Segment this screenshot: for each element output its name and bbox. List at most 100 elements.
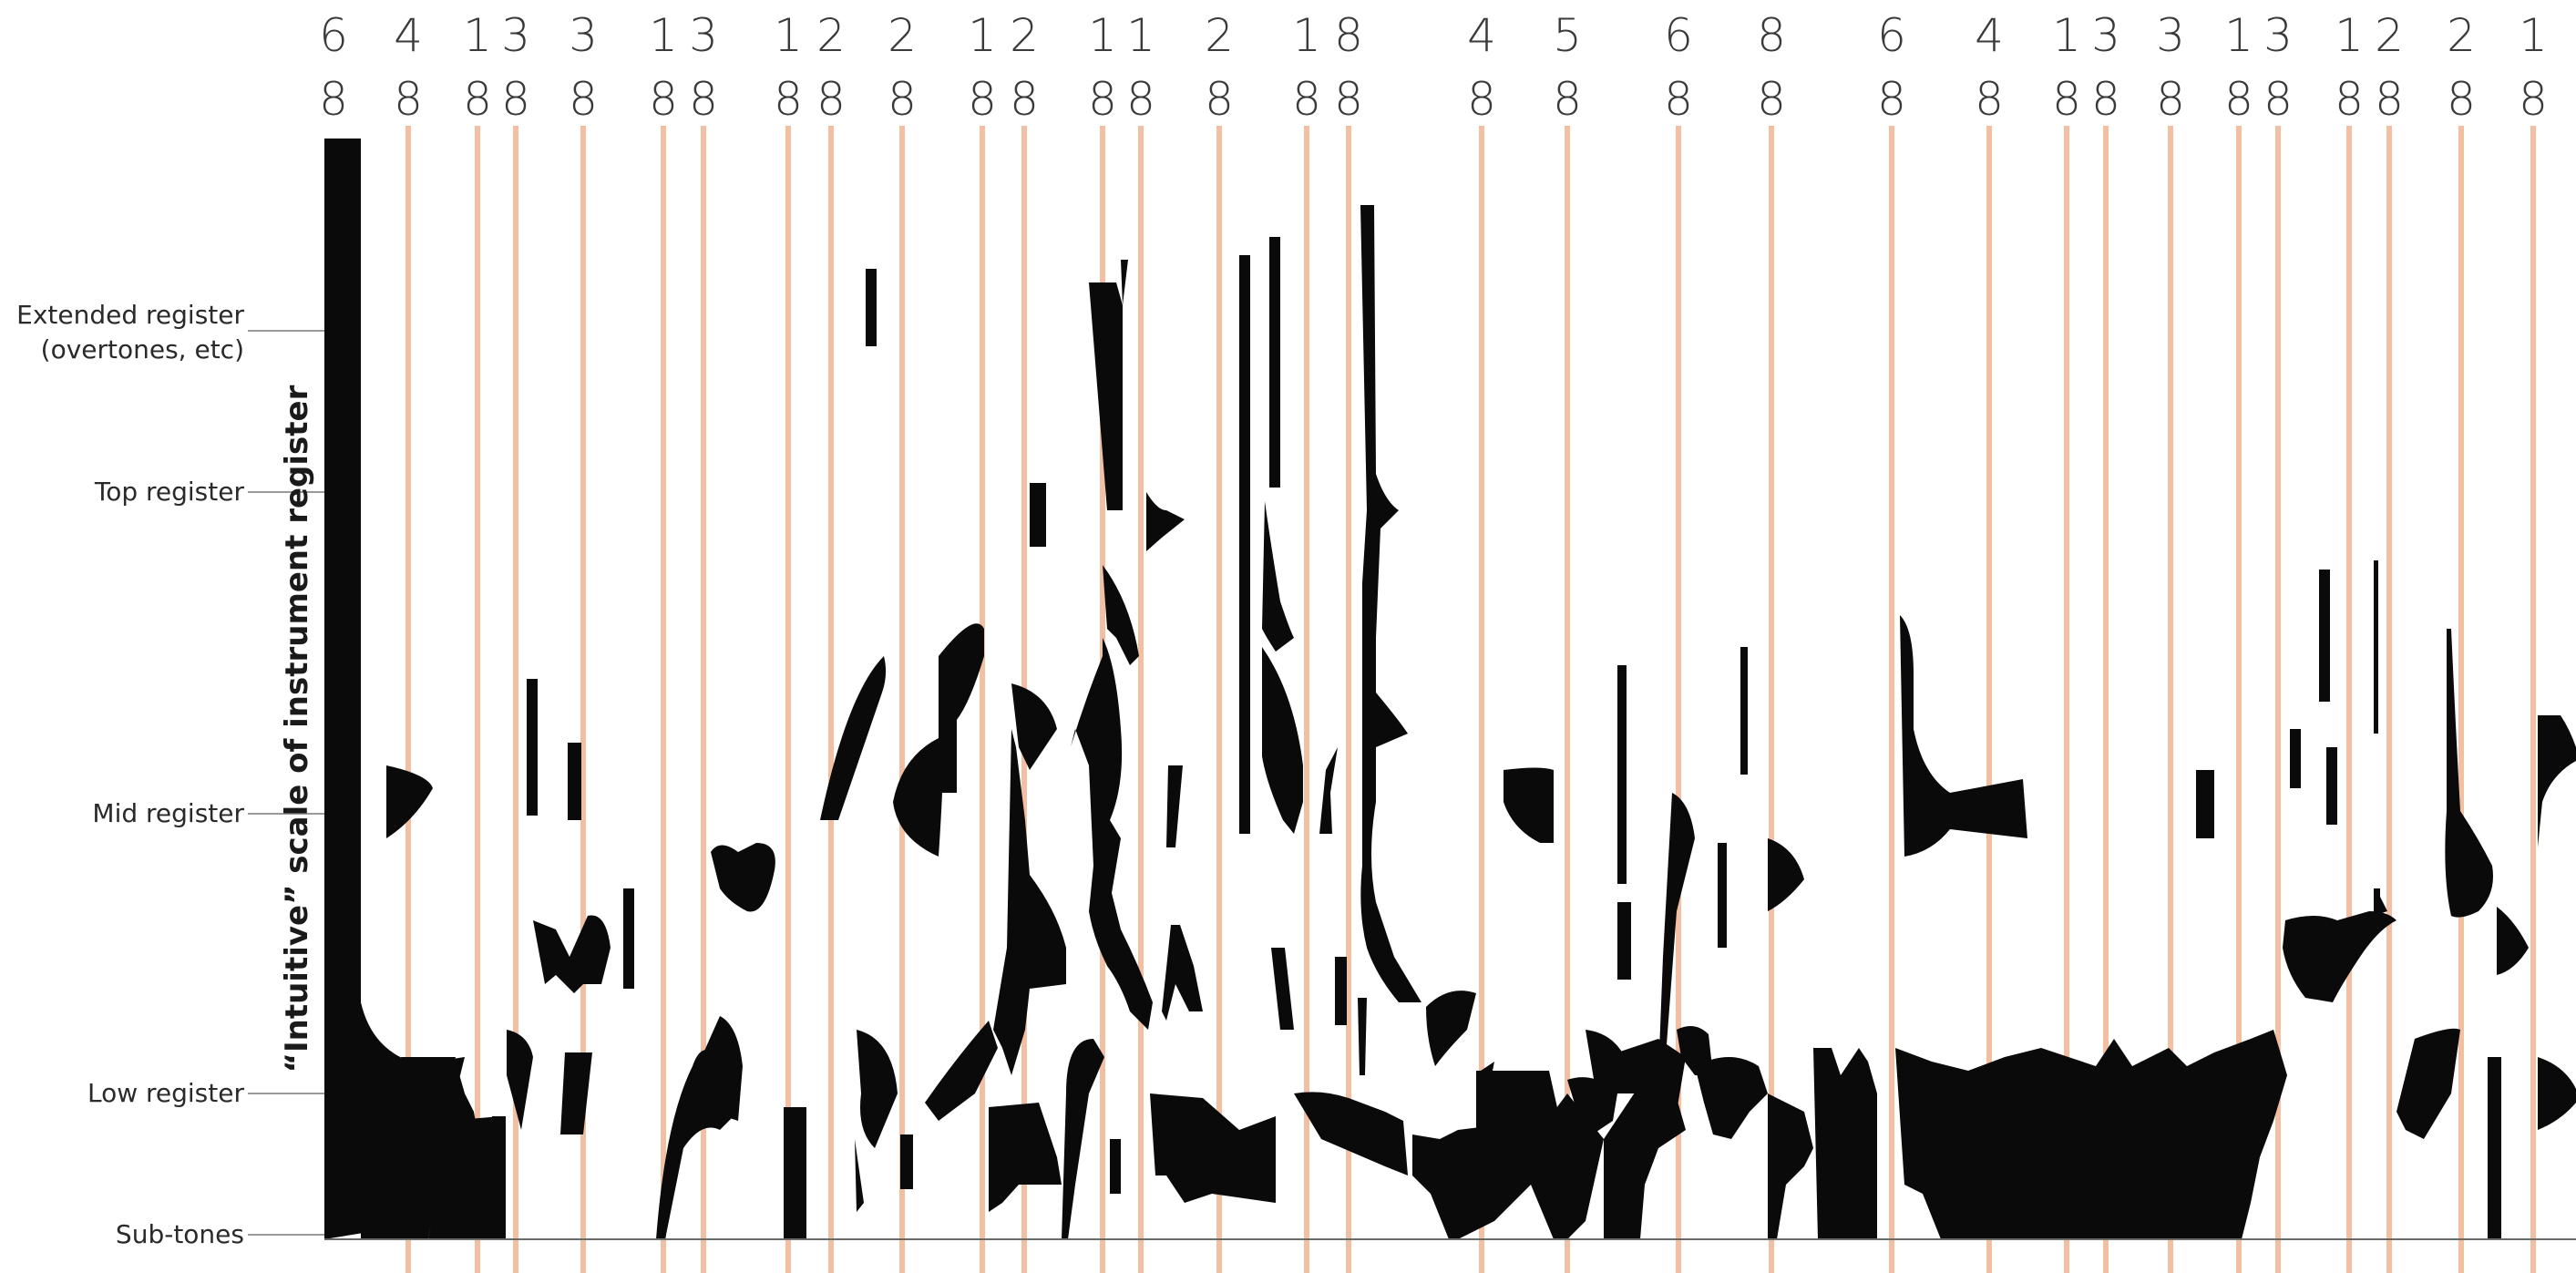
low-mass-4: [492, 1116, 506, 1239]
meter-numerator: 2: [888, 9, 917, 62]
low-mass-8: [702, 1016, 743, 1121]
low-mass-16: [1110, 1139, 1121, 1194]
register-axis: Extended register (overtones, etc) Top reg…: [16, 300, 324, 1249]
mid-blob-33: [1617, 902, 1631, 980]
register-label: Low register: [87, 1078, 245, 1108]
register-label: Top register: [94, 477, 245, 507]
meter-numerator: 3: [689, 9, 718, 62]
meter-denominator: 8: [569, 73, 598, 126]
mid-blob-29: [1360, 205, 1421, 1002]
mid-blob-18: [1146, 492, 1185, 551]
mid-blob-4: [533, 915, 611, 993]
mid-blob-14: [1089, 282, 1123, 510]
meter-denominator: 8: [2091, 73, 2120, 126]
meter-numerator: 4: [394, 9, 423, 62]
low-mass-2: [401, 1057, 456, 1121]
meter-numerator: 3: [501, 9, 530, 62]
meter-denominator: 8: [2263, 73, 2293, 126]
meter-denominator: 8: [888, 73, 917, 126]
meter-denominator: 8: [1757, 73, 1786, 126]
meter-denominator: 8: [1088, 73, 1117, 126]
meter-numerator: 3: [2091, 9, 2120, 62]
meter-numerator: 1: [2519, 9, 2548, 62]
meter-numerator: 8: [1757, 9, 1786, 62]
meter-numerator: 1: [2335, 9, 2364, 62]
meter-denominator: 8: [1664, 73, 1693, 126]
low-mass-22: [1604, 1066, 1686, 1239]
low-mass-13: [925, 1021, 998, 1121]
low-mass-29: [1768, 1093, 1813, 1239]
low-mass-12: [900, 1134, 913, 1189]
meter-denominator: 8: [2335, 73, 2364, 126]
mid-blob-48: [2497, 907, 2529, 975]
meter-denominator: 8: [501, 73, 530, 126]
register-label: Extended register: [16, 300, 244, 330]
register-label: Sub-tones: [116, 1219, 244, 1249]
meter-denominator: 8: [463, 73, 492, 126]
meter-numerator: 6: [319, 9, 348, 62]
mid-blob-8: [866, 269, 877, 346]
mid-blob-35: [1718, 843, 1727, 948]
mid-blob-38: [1900, 615, 2027, 857]
low-mass-28: [1695, 1057, 1768, 1139]
mid-blob-49: [2538, 715, 2576, 847]
mid-blob-44: [2290, 729, 2301, 788]
mid-blob-24: [1262, 647, 1303, 834]
meter-denominator: 8: [689, 73, 718, 126]
meter-numerator: 1: [774, 9, 803, 62]
meter-numerator: 3: [2156, 9, 2185, 62]
mid-blob-15: [1121, 260, 1128, 305]
meter-denominator: 8: [1205, 73, 1234, 126]
mid-blob-36: [1740, 647, 1748, 775]
meter-denominator: 8: [1334, 73, 1363, 126]
meter-numerator: 5: [1553, 9, 1582, 62]
low-mass-35: [2223, 1084, 2260, 1166]
meter-denominator: 8: [2156, 73, 2185, 126]
meter-denominator: 8: [2052, 73, 2081, 126]
mid-blob-7: [820, 656, 887, 820]
meter-numerator: 2: [2447, 9, 2476, 62]
meter-numerator: 2: [816, 9, 846, 62]
mid-blob-39: [2196, 770, 2214, 838]
mid-blob-23: [1262, 501, 1294, 652]
meter-numerator: 1: [1126, 9, 1155, 62]
low-mass-33: [2488, 1057, 2501, 1239]
meter-denominator: 8: [774, 73, 803, 126]
low-mass-15: [1062, 1039, 1104, 1239]
meter-numerator: 8: [1334, 9, 1363, 62]
meter-denominator: 8: [1877, 73, 1906, 126]
meter-denominator: 8: [2375, 73, 2404, 126]
mid-blob-17: [1071, 638, 1153, 1030]
mid-blob-37: [1768, 838, 1804, 911]
mid-blob-43: [2374, 560, 2378, 734]
mid-blob-19: [1166, 765, 1183, 847]
meter-numerator: 1: [1292, 9, 1321, 62]
mid-blob-42: [2319, 570, 2330, 702]
mid-blob-46: [2374, 888, 2380, 920]
meter-denominator: 8: [2224, 73, 2253, 126]
low-mass-24: [1481, 1071, 1604, 1239]
meter-denominator: 8: [1292, 73, 1321, 126]
mid-blob-31: [1504, 767, 1554, 843]
register-sublabel: (overtones, etc): [41, 334, 244, 364]
meter-numerator: 1: [649, 9, 678, 62]
low-mass-23: [1567, 1077, 1617, 1139]
mid-blob-25: [1271, 948, 1294, 1030]
mid-blob-26: [1319, 747, 1338, 834]
meter-denominator: 8: [1010, 73, 1039, 126]
low-mass-14: [989, 1103, 1062, 1212]
low-mass-34: [2538, 1057, 2576, 1130]
meter-numerator: 1: [2052, 9, 2081, 62]
mid-blob-11: [1030, 483, 1046, 547]
meter-numerator: 1: [1088, 9, 1117, 62]
low-mass-32: [2396, 1028, 2460, 1139]
mid-blob-47: [2445, 629, 2493, 918]
meter-denominator: 8: [649, 73, 678, 126]
mid-blob-34: [1658, 793, 1695, 1075]
meter-denominator: 8: [1553, 73, 1582, 126]
meter-numerator: 3: [2263, 9, 2293, 62]
low-mass-6: [560, 1052, 592, 1134]
meter-numerator: 4: [1975, 9, 2004, 62]
mid-blob-28: [1358, 998, 1367, 1075]
